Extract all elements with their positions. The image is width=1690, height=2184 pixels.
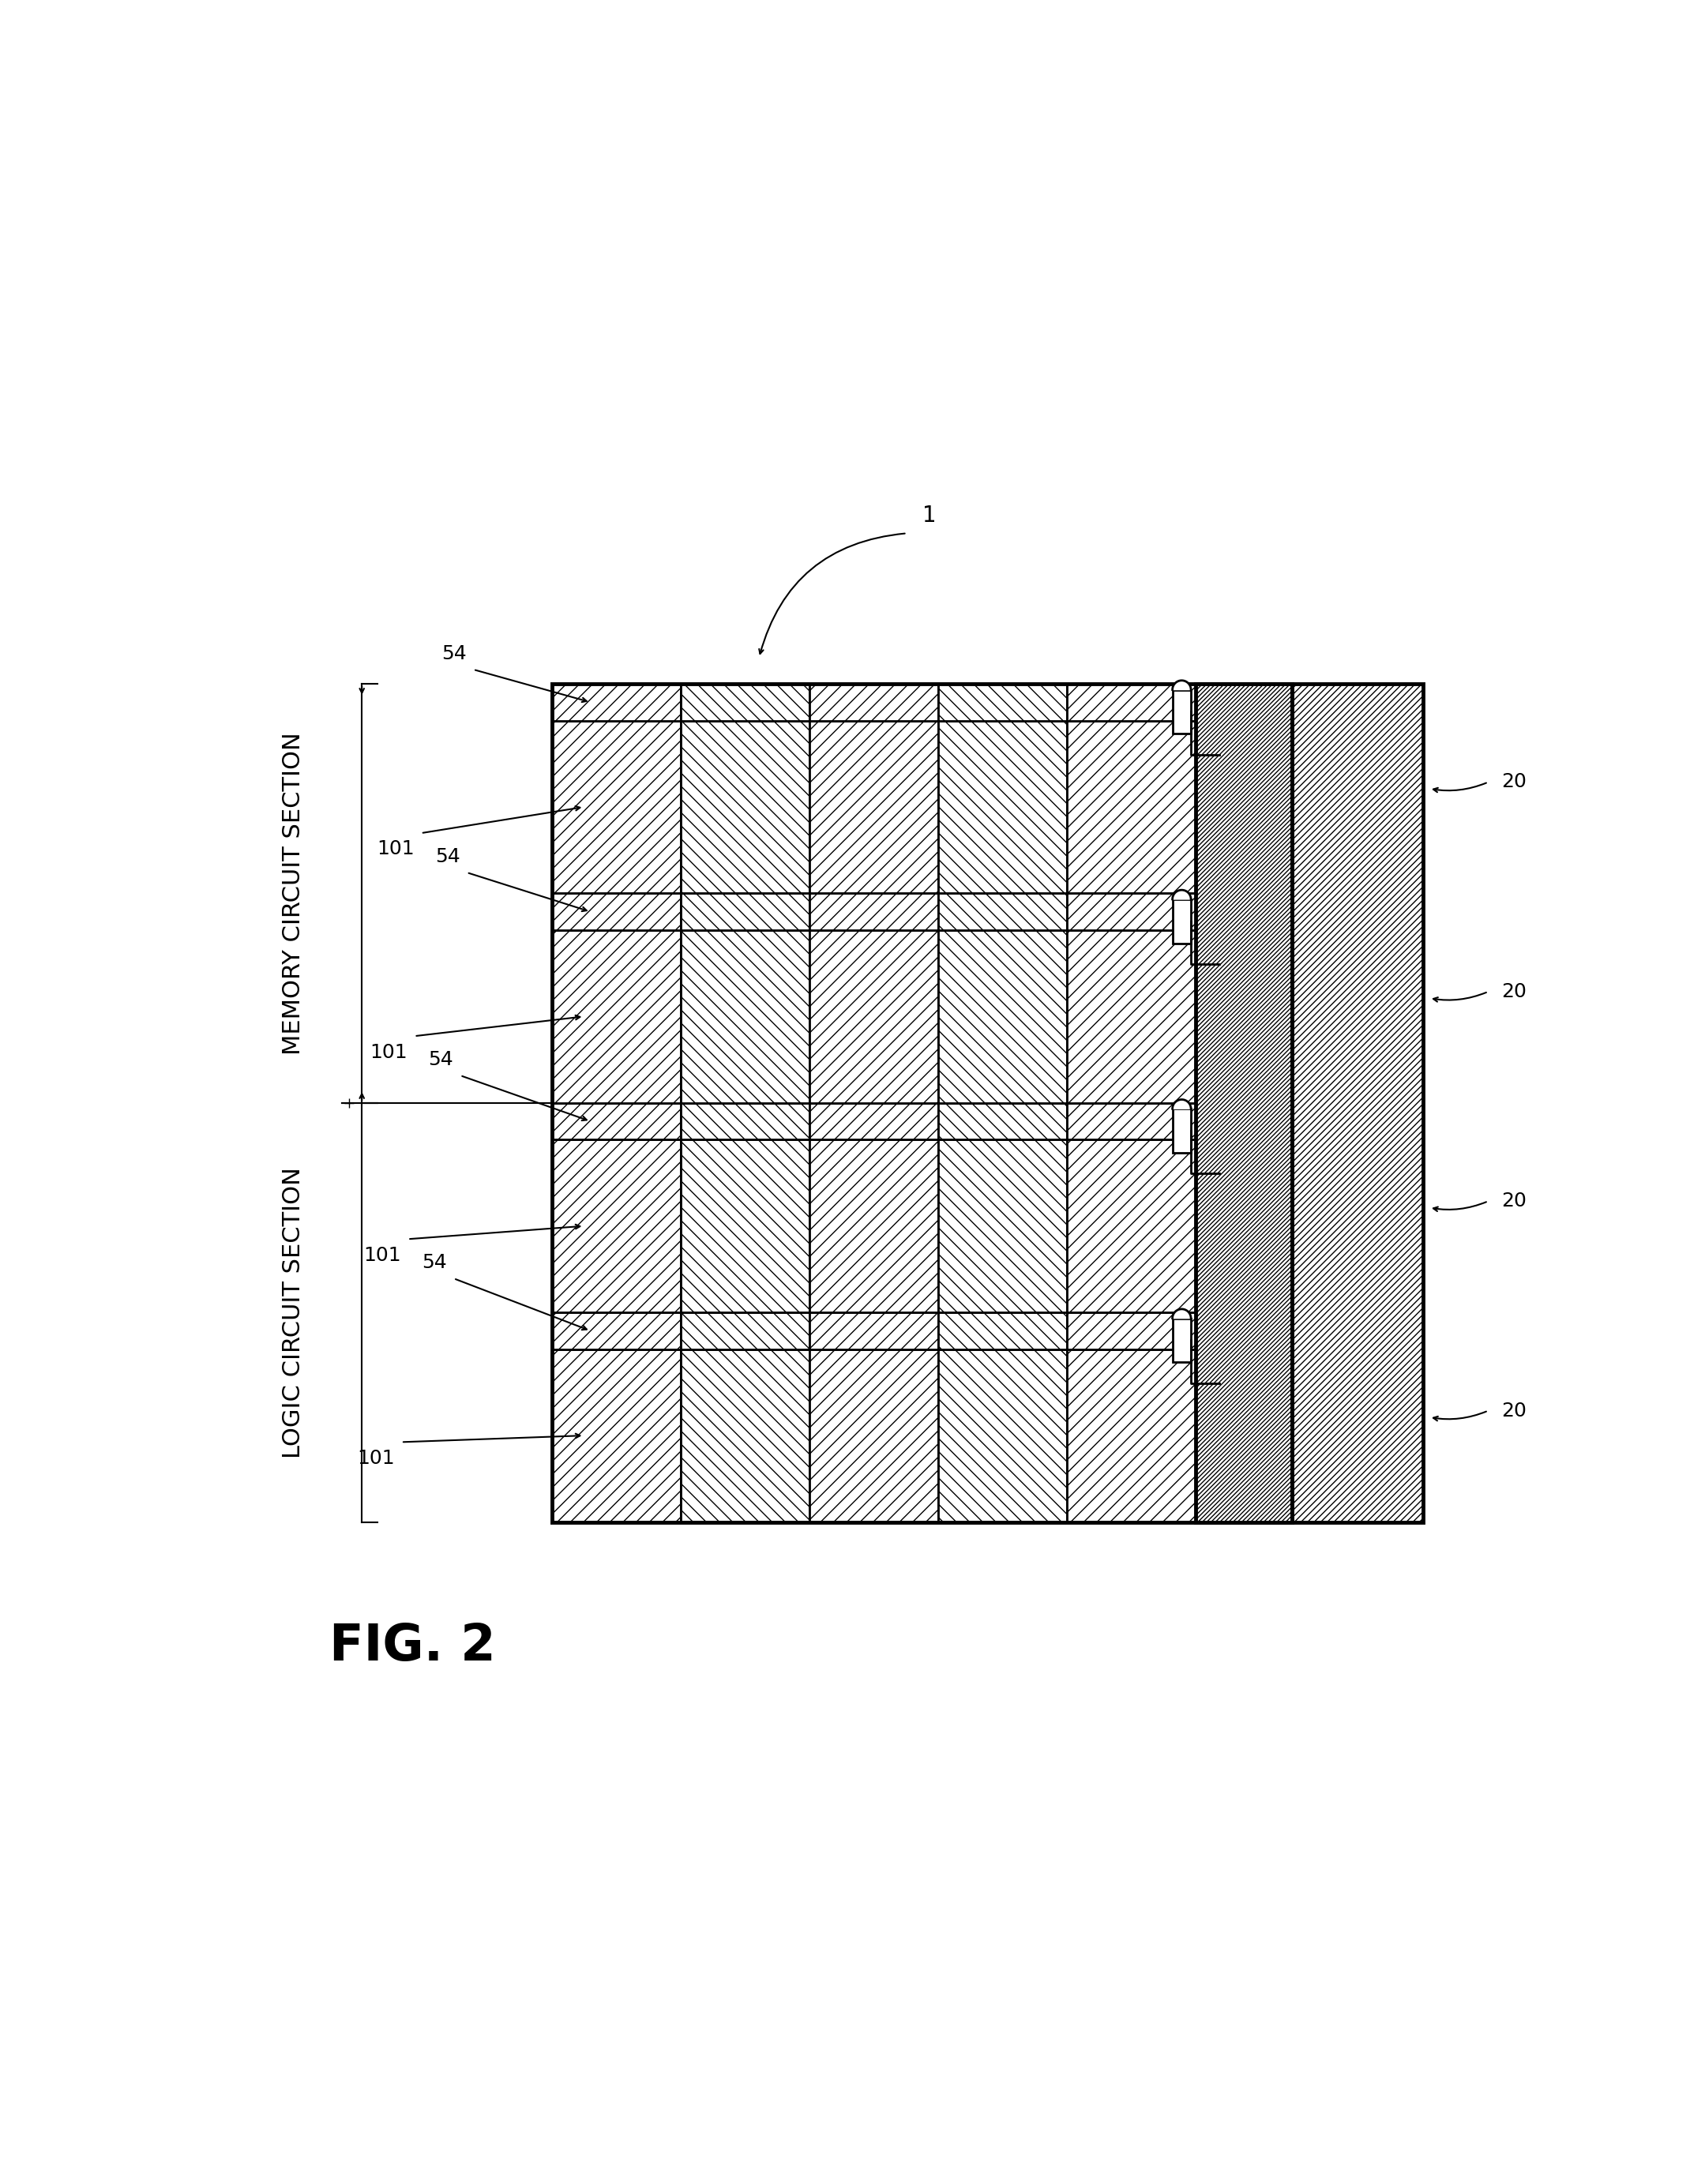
Text: 1: 1 [923, 505, 936, 526]
Text: 101: 101 [370, 1042, 407, 1061]
Bar [1173, 1109, 1191, 1153]
Polygon shape [1173, 1308, 1191, 1319]
Bar [1066, 684, 1195, 721]
Bar [1066, 1313, 1195, 1350]
Bar [1291, 684, 1423, 1522]
Bar [938, 930, 1066, 1103]
Text: 54: 54 [429, 1051, 453, 1068]
Text: 20: 20 [1501, 1192, 1526, 1210]
Bar [810, 1313, 938, 1350]
Text: 101: 101 [363, 1245, 401, 1265]
Bar [938, 1350, 1066, 1522]
Bar [1291, 684, 1423, 1522]
Bar [810, 1350, 938, 1522]
Bar [681, 1103, 810, 1140]
Bar [1173, 900, 1191, 943]
Bar [938, 721, 1066, 893]
Bar [551, 684, 1291, 1522]
Bar [551, 1350, 681, 1522]
Polygon shape [1173, 1099, 1191, 1109]
Text: 54: 54 [434, 847, 460, 865]
Text: 54: 54 [441, 644, 466, 664]
Bar [810, 930, 938, 1103]
Text: MEMORY CIRCUIT SECTION: MEMORY CIRCUIT SECTION [282, 732, 306, 1055]
Bar [551, 1103, 681, 1140]
Bar [1066, 1103, 1195, 1140]
Text: 20: 20 [1501, 773, 1526, 791]
Bar [1066, 930, 1195, 1103]
Bar [681, 1350, 810, 1522]
Bar [938, 1103, 1066, 1140]
Bar [810, 721, 938, 893]
Bar [551, 721, 681, 893]
Text: 20: 20 [1501, 983, 1526, 1000]
Bar [681, 1140, 810, 1313]
Bar [810, 893, 938, 930]
Text: 101: 101 [377, 839, 414, 858]
Bar [681, 1313, 810, 1350]
Bar [1173, 690, 1191, 734]
Bar [1066, 1350, 1195, 1522]
Bar [1195, 684, 1291, 1522]
Bar [1173, 1319, 1191, 1363]
Bar [810, 684, 938, 721]
Bar [681, 721, 810, 893]
Bar [938, 1140, 1066, 1313]
Bar [1195, 684, 1291, 1522]
Text: 54: 54 [422, 1254, 446, 1271]
Polygon shape [1173, 681, 1191, 690]
Text: FIG. 2: FIG. 2 [330, 1623, 495, 1671]
Bar [1066, 893, 1195, 930]
Bar [551, 684, 681, 721]
Text: 101: 101 [357, 1448, 395, 1468]
Text: LOGIC CIRCUIT SECTION: LOGIC CIRCUIT SECTION [282, 1166, 306, 1459]
Bar [810, 1140, 938, 1313]
Bar [938, 684, 1066, 721]
Bar [551, 930, 681, 1103]
Bar [681, 930, 810, 1103]
Bar [551, 1313, 681, 1350]
Polygon shape [1173, 891, 1191, 900]
Bar [938, 1313, 1066, 1350]
Bar [1066, 1140, 1195, 1313]
Bar [810, 1103, 938, 1140]
Bar [551, 1140, 681, 1313]
Bar [938, 893, 1066, 930]
Bar [1066, 721, 1195, 893]
Bar [551, 893, 681, 930]
Text: 20: 20 [1501, 1402, 1526, 1420]
Bar [681, 684, 810, 721]
Bar [681, 893, 810, 930]
